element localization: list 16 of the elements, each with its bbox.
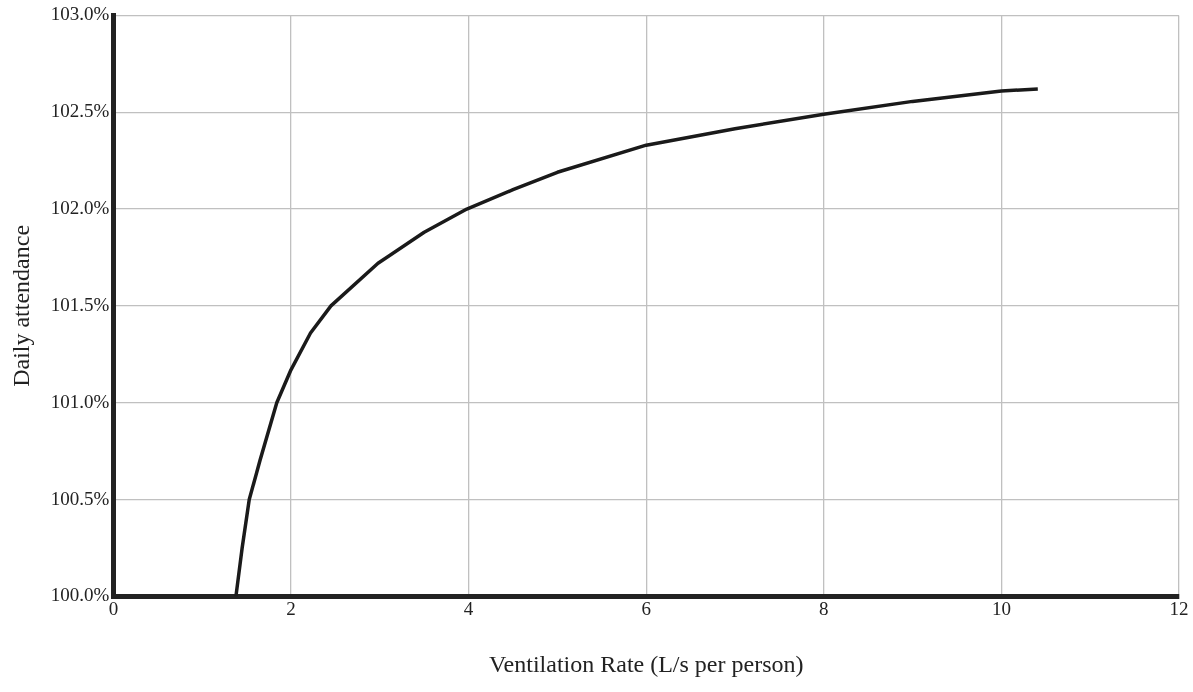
y-tick-label: 103.0% [50, 3, 110, 25]
y-tick-label: 102.5% [50, 100, 110, 122]
x-tick-label: 6 [641, 597, 651, 619]
x-tick-label: 4 [463, 597, 474, 619]
y-tick-label: 100.0% [50, 584, 110, 606]
x-tick-label: 2 [286, 597, 296, 619]
x-tick-label: 12 [1169, 597, 1189, 619]
y-tick-label: 101.0% [50, 390, 110, 412]
y-tick-label: 102.0% [50, 197, 110, 219]
x-tick-label: 10 [991, 597, 1011, 619]
y-tick-label: 101.5% [50, 293, 110, 315]
y-axis-title: Daily attendance [7, 224, 34, 387]
x-axis-title: Ventilation Rate (L/s per person) [488, 650, 804, 677]
x-tick-label: 8 [819, 597, 829, 619]
x-tick-label: 0 [108, 597, 119, 619]
y-tick-label: 100.5% [50, 487, 110, 509]
